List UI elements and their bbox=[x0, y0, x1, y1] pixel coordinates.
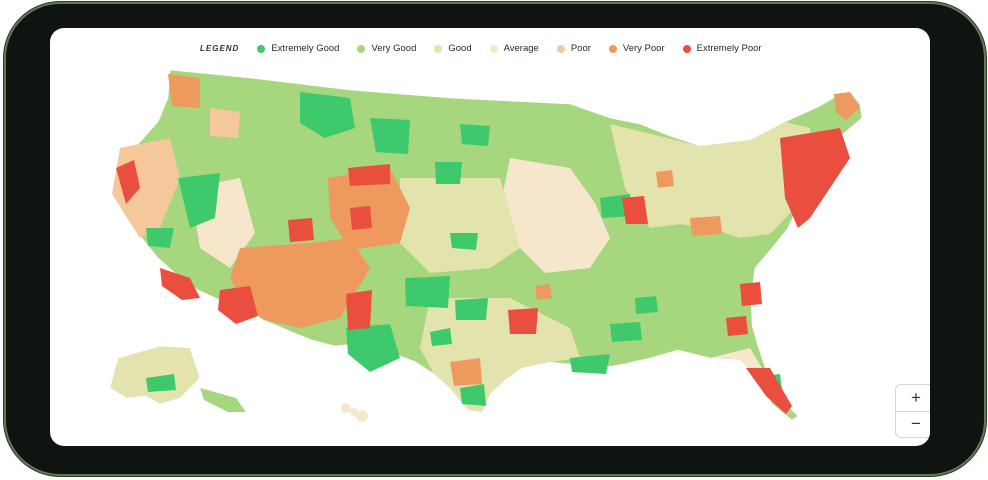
area-oklahoma bbox=[405, 276, 450, 308]
hawaii-island bbox=[341, 403, 351, 413]
area-dakota bbox=[460, 124, 490, 146]
area-california-bay bbox=[146, 228, 174, 248]
area-indiana bbox=[656, 170, 674, 188]
legend-item-very-good: Very Good bbox=[357, 43, 416, 54]
hawaii-island bbox=[356, 410, 368, 422]
area-maine bbox=[834, 92, 860, 120]
area-nebraska bbox=[435, 162, 462, 184]
legend-item-good: Good bbox=[434, 43, 472, 54]
area-texas-dfw bbox=[430, 328, 452, 346]
legend-label: Very Poor bbox=[622, 43, 665, 54]
legend-item-very-poor: Very Poor bbox=[608, 43, 665, 54]
area-texas-central bbox=[346, 324, 400, 372]
zoom-control: + − bbox=[895, 384, 930, 438]
area-montana-east bbox=[300, 92, 355, 138]
area-missouri bbox=[508, 308, 538, 334]
hawaii bbox=[341, 403, 368, 422]
area-california-south bbox=[160, 268, 200, 300]
area-georgia-south bbox=[726, 316, 748, 336]
legend-item-poor: Poor bbox=[556, 43, 591, 54]
legend-label: Poor bbox=[570, 43, 591, 54]
area-arkansas bbox=[455, 298, 488, 320]
legend-label: Very Good bbox=[371, 43, 417, 54]
legend-item-extremely-good: Extremely Good bbox=[257, 43, 339, 54]
tablet-frame: LEGEND Extremely Good Very Good Good Ave… bbox=[6, 4, 984, 474]
legend-label: Good bbox=[448, 43, 472, 54]
legend: LEGEND Extremely Good Very Good Good Ave… bbox=[200, 43, 762, 54]
area-new-mexico bbox=[346, 290, 372, 330]
zoom-out-button[interactable]: − bbox=[896, 410, 930, 438]
area-virginia bbox=[690, 216, 722, 236]
us-choropleth-map[interactable] bbox=[50, 28, 930, 446]
region-midwest-average bbox=[500, 158, 610, 273]
area-kansas bbox=[450, 233, 478, 250]
area-arizona bbox=[218, 286, 258, 324]
area-florida-south bbox=[746, 368, 792, 414]
legend-swatch-icon bbox=[489, 44, 498, 53]
map-screen: LEGEND Extremely Good Very Good Good Ave… bbox=[50, 28, 930, 446]
area-texas-poor bbox=[450, 358, 482, 386]
alaska bbox=[109, 345, 201, 405]
area-idaho bbox=[210, 108, 240, 138]
area-nevada bbox=[178, 173, 220, 228]
legend-swatch-icon bbox=[556, 44, 565, 53]
legend-item-extremely-poor: Extremely Poor bbox=[682, 43, 762, 54]
region-plains-good bbox=[400, 178, 520, 273]
area-tennessee bbox=[610, 322, 642, 342]
area-houston bbox=[460, 384, 486, 406]
area-oregon-coast bbox=[116, 160, 140, 204]
area-georgia bbox=[570, 354, 610, 374]
area-carolina bbox=[740, 282, 762, 306]
area-washington bbox=[168, 74, 200, 108]
legend-title: LEGEND bbox=[200, 44, 240, 53]
legend-swatch-icon bbox=[257, 44, 266, 53]
area-utah bbox=[288, 218, 314, 242]
zoom-in-button[interactable]: + bbox=[911, 387, 921, 407]
legend-swatch-icon bbox=[682, 44, 691, 53]
region-southwest-very-poor bbox=[230, 238, 370, 328]
area-colorado bbox=[350, 206, 372, 230]
alaska-good-area bbox=[146, 374, 176, 392]
area-northeast bbox=[780, 128, 850, 228]
legend-label: Average bbox=[503, 43, 539, 54]
area-arkansas-poor bbox=[535, 284, 552, 300]
legend-label: Extremely Poor bbox=[696, 43, 762, 54]
legend-swatch-icon bbox=[608, 44, 617, 53]
area-montana-north bbox=[370, 118, 410, 154]
legend-label: Extremely Good bbox=[271, 43, 340, 54]
area-chicago bbox=[622, 196, 648, 224]
extremely-good-areas bbox=[146, 92, 822, 406]
extremely-poor-areas bbox=[116, 128, 850, 414]
legend-swatch-icon bbox=[434, 44, 443, 53]
legend-swatch-icon bbox=[357, 44, 366, 53]
area-wyoming bbox=[348, 164, 390, 186]
legend-item-average: Average bbox=[489, 43, 539, 54]
alaska-southeast bbox=[200, 388, 246, 412]
region-great-lakes-good bbox=[610, 122, 810, 238]
poor-areas bbox=[168, 74, 860, 386]
hawaii-island bbox=[350, 408, 358, 416]
area-alabama bbox=[635, 296, 658, 314]
